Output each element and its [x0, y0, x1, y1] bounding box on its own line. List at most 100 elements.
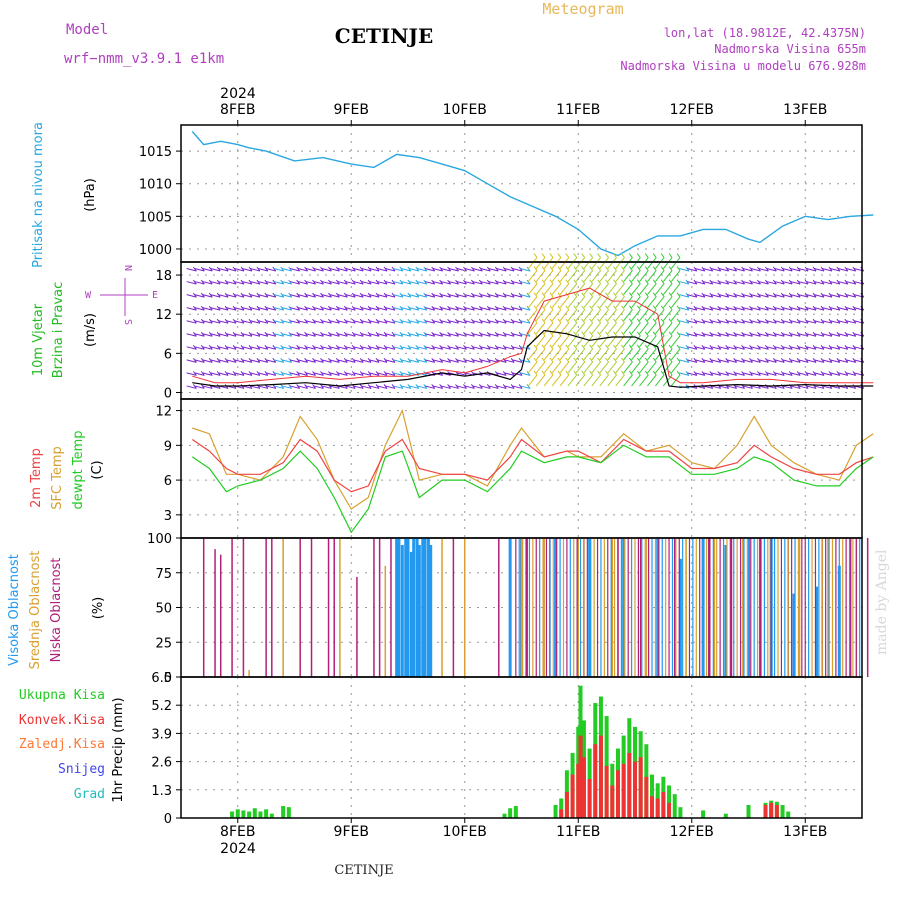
wind-barb	[742, 372, 753, 376]
wind-barb-flag	[581, 344, 586, 350]
wind-barb	[742, 268, 753, 272]
wind-barb	[289, 359, 300, 363]
wind-barb	[281, 385, 292, 389]
wind-barb	[575, 335, 586, 348]
wind-barb	[377, 320, 388, 324]
wind-barb	[313, 294, 324, 298]
wind-barb-flag	[541, 253, 546, 258]
wind-barb	[369, 307, 380, 311]
wind-barb	[543, 270, 554, 282]
wind-barb	[464, 346, 475, 350]
wind-barb	[718, 268, 729, 272]
wind-barb	[329, 333, 340, 337]
wind-barb-flag	[644, 344, 649, 350]
wind-barb	[289, 281, 300, 285]
wind-barb	[679, 333, 690, 337]
wind-barb	[551, 361, 562, 374]
wind-barb	[266, 281, 276, 285]
wind-barb-flag	[526, 305, 531, 311]
precip-conv-bar	[593, 744, 598, 818]
wind-barb	[655, 283, 665, 295]
y-tick-label: 12	[155, 405, 172, 420]
wind-barb	[790, 268, 801, 272]
wind-barb	[806, 333, 817, 337]
wind-barb	[535, 270, 546, 282]
wind-barb	[774, 359, 785, 363]
wind-barb-flag	[644, 331, 649, 337]
wind-barb-flag	[644, 279, 649, 284]
wind-barb	[369, 346, 380, 350]
wind-barb	[774, 294, 785, 298]
wind-barb	[289, 294, 300, 298]
wind-barb-flag	[636, 318, 641, 324]
wind-barb	[289, 372, 300, 376]
wind-barb	[464, 320, 475, 324]
precip-total-bar	[230, 811, 235, 818]
wind-barb	[202, 333, 213, 337]
wind-barb	[234, 346, 245, 350]
wind-barb-flag	[565, 344, 570, 350]
wind-barb	[535, 257, 546, 269]
cloud-unit-label: (%)	[91, 597, 106, 620]
wind-barb-flag	[668, 266, 673, 271]
wind-barb-flag	[668, 357, 673, 363]
wind-barb-flag	[676, 357, 681, 363]
wind-barb	[266, 385, 276, 389]
wind-barb	[774, 333, 785, 337]
wind-barb	[377, 372, 388, 376]
wind-barb	[496, 320, 507, 324]
wind-barb	[440, 281, 451, 285]
wind-barb	[687, 307, 698, 311]
precip-total-bar	[508, 808, 513, 818]
wind-barb	[702, 281, 713, 285]
wind-barb	[695, 359, 705, 363]
wind-barb	[488, 346, 499, 350]
y-tick-label: 3	[164, 509, 172, 524]
wind-barb-flag	[652, 292, 657, 298]
y-tick-label: 1005	[139, 210, 172, 225]
wind-barb	[520, 359, 531, 363]
wind-barb	[218, 333, 229, 337]
wind-barb	[734, 359, 745, 363]
wind-barb	[440, 307, 451, 311]
wind-barb	[662, 296, 673, 308]
wind-barb	[313, 281, 324, 285]
y-tick-label: 100	[147, 532, 172, 547]
wind-barb	[369, 268, 380, 272]
wind-barb	[758, 346, 769, 350]
wind-barb	[830, 281, 841, 285]
y-tick-label: 18	[155, 269, 172, 284]
wind-barb-flag	[652, 357, 657, 363]
wind-barb	[639, 257, 649, 269]
wind-barb	[258, 307, 268, 311]
wind-barb-flag	[589, 344, 594, 350]
pressure-unit-label: (hPa)	[83, 178, 98, 212]
wind-barb	[305, 294, 316, 298]
wind-barb	[504, 294, 515, 298]
wind-barb-flag	[613, 305, 617, 311]
wind-barb	[742, 346, 753, 350]
wind-barb	[337, 333, 348, 337]
wind-barb	[718, 359, 729, 363]
wind-barb	[393, 294, 404, 298]
wind-barb	[297, 268, 308, 272]
wind-barb	[710, 359, 721, 363]
precip-legend-item: Grad	[74, 787, 105, 802]
wind-barb-flag	[621, 305, 625, 311]
wind-barb	[273, 294, 284, 298]
wind-barb	[695, 346, 705, 350]
wind-barb	[623, 283, 633, 295]
wind-barb	[766, 294, 777, 298]
wind-barb	[687, 320, 698, 324]
wind-barb	[242, 385, 253, 389]
wind-barb	[409, 372, 419, 376]
wind-barb	[218, 268, 229, 272]
wind-barb	[496, 268, 507, 272]
wind-barb	[559, 270, 570, 282]
wind-barb	[210, 294, 221, 298]
wind-barb-flag	[621, 279, 625, 284]
wind-barb-flag	[581, 253, 586, 258]
wind-barb	[385, 359, 396, 363]
wind-barb	[337, 294, 348, 298]
